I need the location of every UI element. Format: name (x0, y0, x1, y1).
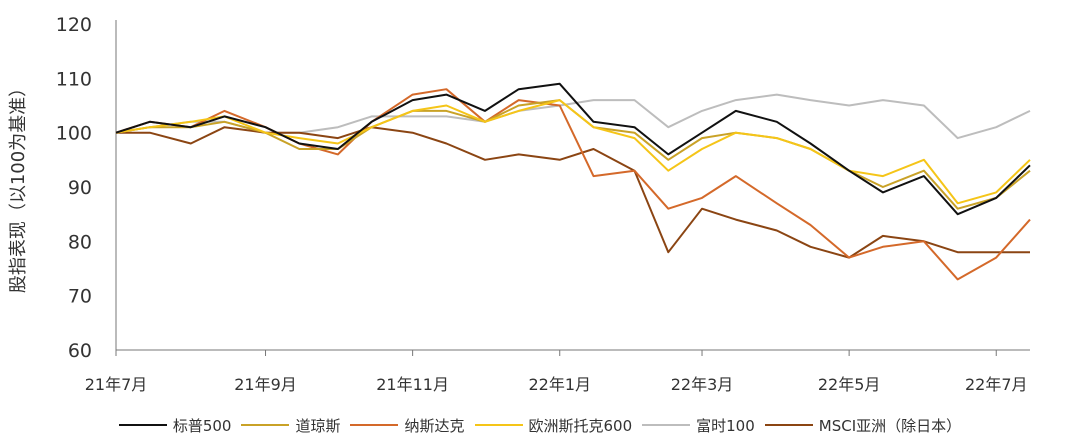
x-tick-label: 21年11月 (376, 375, 449, 394)
legend-item: 标普500 (118, 415, 232, 436)
legend-label: MSCI亚洲（除日本） (818, 416, 962, 435)
legend-label: 富时100 (696, 416, 755, 435)
legend-item: 道琼斯 (241, 415, 340, 436)
x-tick-label: 22年7月 (965, 375, 1028, 394)
legend-item: 富时100 (642, 415, 755, 436)
legend-item: 欧洲斯托克600 (474, 415, 633, 436)
legend-label: 标普500 (172, 416, 232, 435)
x-tick-label: 22年3月 (671, 375, 734, 394)
legend-label: 纳斯达克 (404, 416, 465, 435)
legend-label: 欧洲斯托克600 (528, 416, 633, 435)
series-line (116, 126, 1030, 259)
series-line (115, 99, 1031, 210)
series-line (115, 88, 1031, 281)
legend-item: MSCI亚洲（除日本） (764, 415, 962, 436)
y-tick-label: 90 (68, 177, 92, 199)
series-line (115, 99, 1031, 205)
x-tick-label: 22年1月 (528, 375, 591, 394)
legend-swatch (118, 424, 167, 426)
series-line (115, 82, 1031, 216)
y-tick-label: 60 (68, 340, 92, 362)
legend-item: 纳斯达克 (350, 415, 465, 436)
y-tick-label: 110 (56, 68, 92, 90)
legend-swatch (474, 424, 523, 426)
x-axis-ticks: 21年7月 21年9月 21年11月 22年1月 22年3月 22年5月 22年7月 (85, 350, 1028, 394)
legend: 标普500 道琼斯 纳斯达克 欧洲斯托克600 富时100 MSCI亚洲（除日本） (0, 410, 1080, 440)
legend-label: 道琼斯 (295, 416, 341, 435)
y-tick-label: 80 (68, 231, 92, 253)
series-lines (115, 82, 1031, 281)
y-tick-label: 100 (56, 123, 92, 145)
legend-swatch (764, 424, 813, 426)
legend-swatch (241, 424, 290, 426)
legend-swatch (642, 424, 691, 426)
legend-swatch (350, 424, 399, 426)
x-tick-label: 21年7月 (85, 375, 148, 394)
y-axis-label: 股指表现（以100为基准） (8, 79, 29, 293)
y-axis-ticks: 60 70 80 90 100 110 120 (56, 14, 92, 362)
y-tick-label: 70 (68, 286, 92, 308)
x-tick-label: 21年9月 (234, 375, 297, 394)
y-tick-label: 120 (56, 14, 92, 36)
x-tick-label: 22年5月 (818, 375, 881, 394)
